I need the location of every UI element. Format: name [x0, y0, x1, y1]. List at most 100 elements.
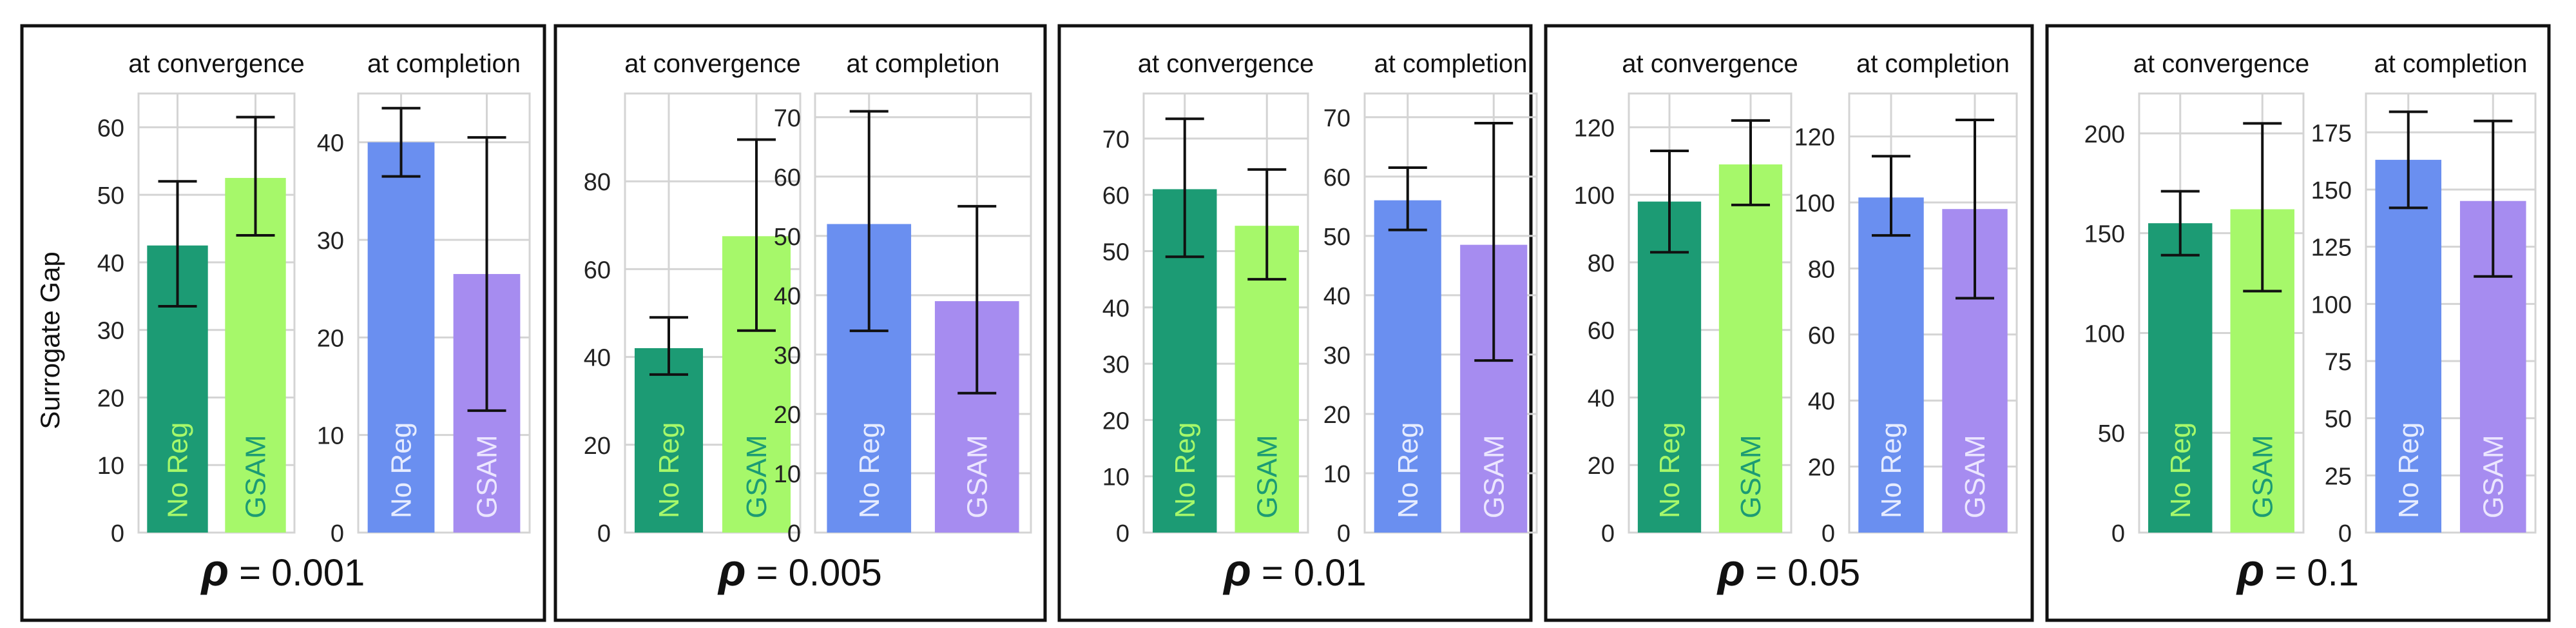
subplot-title: at completion — [2374, 50, 2528, 78]
y-tick-label: 0 — [787, 520, 801, 547]
rho-value: = 0.05 — [1745, 552, 1860, 594]
y-tick-label: 80 — [584, 169, 611, 196]
y-tick-label: 30 — [97, 318, 124, 345]
plot-area — [1628, 92, 1793, 534]
rho-value: = 0.001 — [229, 552, 365, 594]
subchart-completion: 0 10 20 30 40 50 60 70 No Reg GSAM at completion — [774, 50, 1032, 547]
y-tick-label: 175 — [2311, 120, 2352, 147]
y-tick-label: 75 — [2325, 349, 2352, 376]
rho-label: ρ = 0.005 — [717, 545, 882, 595]
y-tick-label: 70 — [774, 105, 801, 132]
y-tick-label: 10 — [317, 423, 344, 450]
y-tick-label: 20 — [1102, 407, 1129, 435]
bar-category-label: GSAM — [1959, 435, 1991, 518]
y-tick-label: 20 — [97, 385, 124, 412]
subchart-completion: 0 10 20 30 40 No Reg GSAM at completion — [317, 50, 531, 547]
y-tick-label: 40 — [1808, 388, 1835, 415]
y-tick-label: 0 — [2338, 520, 2352, 547]
subchart-completion: 0 25 50 75 100 125 150 175 No Reg GSAM at completi… — [2311, 50, 2537, 547]
y-tick-label: 40 — [1102, 295, 1129, 322]
y-tick-label: 50 — [1102, 239, 1129, 266]
plot-area — [1142, 92, 1309, 534]
y-tick-label: 50 — [97, 182, 124, 210]
y-tick-label: 0 — [2111, 520, 2125, 547]
y-tick-label: 10 — [97, 453, 124, 480]
panels: 0 10 20 30 40 50 60 No Reg GSAM at convergence 0 10… — [20, 24, 2551, 622]
plot-area — [624, 92, 802, 534]
subchart-convergence: 0 20 40 60 80 No Reg GSAM at convergence — [584, 50, 802, 547]
subchart-convergence: 0 50 100 150 200 No Reg GSAM at convergence — [2084, 50, 2310, 547]
y-tick-label: 10 — [1323, 461, 1350, 488]
y-tick-label: 30 — [317, 228, 344, 255]
subplot-title: at completion — [367, 50, 521, 78]
bar-category-label: No Reg — [653, 422, 685, 518]
bar-no-reg — [367, 142, 435, 533]
bar-category-label: No Reg — [1169, 422, 1201, 518]
bar-category-label: No Reg — [2165, 422, 2196, 518]
y-tick-label: 70 — [1323, 105, 1350, 132]
y-tick-label: 60 — [1323, 164, 1350, 191]
subplot-title: at convergence — [2133, 50, 2310, 78]
y-tick-label: 40 — [584, 345, 611, 372]
subplot-title: at completion — [1374, 50, 1528, 78]
y-tick-label: 20 — [317, 325, 344, 352]
y-tick-label: 150 — [2311, 177, 2352, 204]
y-tick-label: 80 — [1588, 250, 1615, 277]
y-tick-label: 50 — [2325, 406, 2352, 433]
bar-category-label: GSAM — [741, 435, 773, 518]
panel-frame — [1057, 24, 1533, 622]
y-tick-label: 70 — [1102, 126, 1129, 153]
y-tick-label: 80 — [1808, 256, 1835, 283]
rho-symbol: ρ — [717, 545, 745, 595]
panel-frame — [2045, 24, 2551, 622]
rho-value: = 0.01 — [1251, 552, 1367, 594]
bar-category-label: GSAM — [961, 435, 993, 518]
y-tick-label: 0 — [1337, 520, 1350, 547]
y-tick-label: 0 — [331, 520, 344, 547]
bar-category-label: No Reg — [162, 422, 194, 518]
bar-category-label: GSAM — [1478, 435, 1510, 518]
plot-area — [1848, 92, 2018, 534]
subchart-convergence: 0 20 40 60 80 100 120 No Reg GSAM at convergence — [1574, 50, 1798, 547]
panel-frame — [20, 24, 546, 622]
y-tick-label: 40 — [317, 130, 344, 157]
y-tick-label: 100 — [1794, 190, 1835, 217]
subplot-title: at convergence — [128, 50, 305, 78]
y-tick-label: 120 — [1794, 124, 1835, 152]
y-tick-label: 60 — [1808, 322, 1835, 349]
bar-category-label: No Reg — [1654, 422, 1686, 518]
bar-category-label: No Reg — [1876, 422, 1907, 518]
y-tick-label: 120 — [1574, 115, 1615, 142]
rho-symbol: ρ — [1222, 545, 1251, 595]
y-tick-label: 50 — [2098, 420, 2125, 447]
y-tick-label: 100 — [2311, 291, 2352, 319]
y-tick-label: 40 — [774, 283, 801, 310]
y-tick-label: 125 — [2311, 235, 2352, 262]
y-tick-label: 20 — [584, 433, 611, 460]
bar-category-label: No Reg — [854, 422, 885, 518]
rho-symbol: ρ — [200, 545, 229, 595]
rho-symbol: ρ — [1716, 545, 1745, 595]
y-tick-label: 200 — [2084, 121, 2125, 148]
y-tick-label: 50 — [1323, 224, 1350, 251]
y-tick-label: 30 — [774, 342, 801, 369]
bar-category-label: GSAM — [2477, 435, 2509, 518]
subchart-completion: 0 20 40 60 80 100 120 No Reg GSAM at completion — [1794, 50, 2018, 547]
y-tick-label: 0 — [1601, 520, 1615, 547]
plot-area — [1363, 92, 1538, 534]
y-tick-label: 10 — [1102, 464, 1129, 491]
y-tick-label: 10 — [774, 461, 801, 488]
subchart-convergence: 0 10 20 30 40 50 60 70 No Reg GSAM at convergence — [1102, 50, 1314, 547]
plot-area — [137, 92, 296, 534]
y-tick-label: 30 — [1102, 351, 1129, 378]
y-tick-label: 150 — [2084, 221, 2125, 248]
y-tick-label: 40 — [1323, 283, 1350, 310]
subchart-completion: 0 10 20 30 40 50 60 70 No Reg GSAM at completion — [1323, 50, 1538, 547]
plot-area — [814, 92, 1032, 534]
y-tick-label: 0 — [111, 520, 124, 547]
panel-frame — [1544, 24, 2034, 622]
subchart-convergence: 0 10 20 30 40 50 60 No Reg GSAM at convergence — [97, 50, 305, 547]
subplot-title: at convergence — [1138, 50, 1314, 78]
